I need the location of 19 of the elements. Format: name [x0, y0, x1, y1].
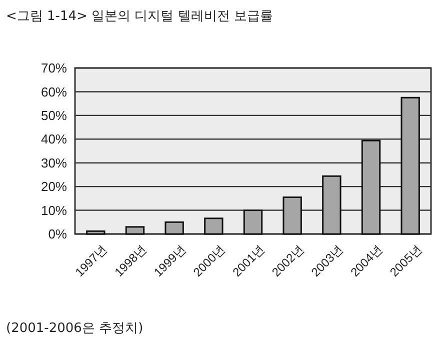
- y-tick-label: 10%: [40, 202, 68, 218]
- chart-title: <그림 1-14> 일본의 디지털 텔레비전 보급률: [6, 9, 273, 24]
- bar: [282, 196, 302, 235]
- bar: [361, 140, 381, 235]
- bar: [86, 230, 106, 235]
- y-tick-label: 50%: [40, 108, 68, 123]
- bar: [204, 218, 224, 235]
- bar: [243, 210, 263, 235]
- bar: [125, 226, 145, 235]
- bar: [400, 96, 420, 235]
- y-tick-label: 0%: [48, 226, 68, 242]
- y-tick-label: 30%: [40, 155, 68, 170]
- y-tick-label: 40%: [40, 132, 68, 147]
- bar: [322, 175, 342, 235]
- y-tick-label: 70%: [40, 60, 68, 76]
- bar: [164, 221, 184, 235]
- y-tick-label: 60%: [40, 84, 68, 100]
- text: (2001-2006은 추정치): [6, 321, 144, 336]
- y-tick-label: 20%: [40, 179, 68, 194]
